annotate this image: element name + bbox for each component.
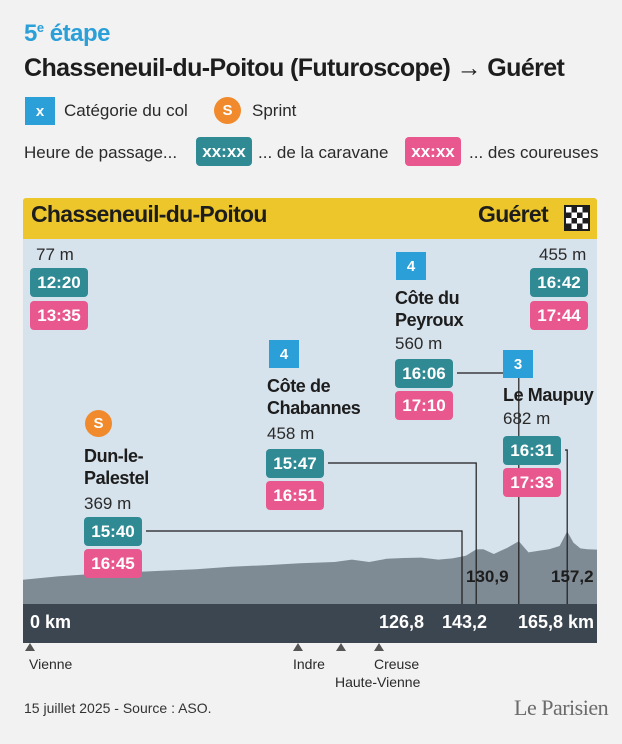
- route-title: Chasseneuil-du-Poitou (Futuroscope) → Gu…: [24, 54, 565, 82]
- maupuy-altitude: 682 m: [503, 409, 551, 428]
- start-km: 0 km: [30, 612, 72, 632]
- sprint-legend-label: Sprint: [252, 101, 297, 120]
- start-altitude: 77 m: [36, 245, 74, 264]
- peyroux-name: Côte du Peyroux: [395, 288, 464, 330]
- source-note: 15 juillet 2025 - Source : ASO.: [24, 700, 212, 716]
- dun-km: 126,8: [379, 612, 425, 632]
- dun-caravan-time: 15:40: [84, 517, 142, 546]
- peyroux-km: 143,2: [442, 612, 488, 632]
- dun-name: Dun-le- Palestel: [84, 446, 149, 488]
- category-legend-label: Catégorie du col: [64, 101, 188, 120]
- chabannes-caravan-time: 15:47: [266, 449, 324, 478]
- chabannes-riders-time: 16:51: [266, 481, 324, 510]
- finish-caravan-time: 16:42: [530, 268, 588, 297]
- sprint-legend-icon: S: [214, 97, 241, 124]
- riders-legend-label: ... des coureuses: [469, 143, 599, 162]
- dun-sprint-icon: S: [85, 410, 112, 437]
- start-town: Chasseneuil-du-Poitou: [31, 201, 267, 227]
- chabannes-km: 130,9: [466, 567, 509, 586]
- checkered-flag-icon: [564, 205, 590, 231]
- finish-km: 165,8 km: [518, 612, 595, 632]
- caravan-legend-label: ... de la caravane: [258, 143, 389, 162]
- bottom-bar: [23, 604, 597, 643]
- finish-town: Guéret: [478, 201, 549, 227]
- elevation-profile: [23, 531, 597, 604]
- region-vienne: Vienne: [29, 656, 73, 672]
- region-haute-vienne: Haute-Vienne: [335, 674, 421, 690]
- maupuy-riders-time: 17:33: [503, 468, 561, 497]
- start-caravan-time: 12:20: [30, 268, 88, 297]
- top-bar: [23, 198, 597, 239]
- leader-dun: [146, 530, 463, 604]
- dun-riders-time: 16:45: [84, 549, 142, 578]
- chabannes-altitude: 458 m: [267, 424, 315, 443]
- leader-maupuy: [565, 449, 568, 604]
- region-marker-creuse: [374, 643, 384, 651]
- category-legend-icon: x: [25, 97, 55, 125]
- maupuy-km: 157,2: [551, 567, 594, 586]
- region-creuse: Creuse: [374, 656, 420, 672]
- stage-number: 5e étape: [24, 20, 111, 47]
- leader-chabannes: [328, 462, 477, 604]
- caravan-legend-tag: xx:xx: [196, 137, 252, 166]
- maupuy-caravan-time: 16:31: [503, 436, 561, 465]
- finish-altitude: 455 m: [539, 245, 587, 264]
- chabannes-name: Côte de Chabannes: [267, 376, 361, 418]
- maupuy-category-icon: 3: [503, 350, 533, 378]
- region-marker-haute-vienne: [336, 643, 346, 651]
- region-marker-indre: [293, 643, 303, 651]
- start-riders-time: 13:35: [30, 301, 88, 330]
- publisher-logo: Le Parisien: [514, 695, 609, 720]
- maupuy-name: Le Maupuy: [503, 385, 594, 405]
- chabannes-category-icon: 4: [269, 340, 299, 368]
- peyroux-riders-time: 17:10: [395, 391, 453, 420]
- peyroux-altitude: 560 m: [395, 334, 443, 353]
- region-indre: Indre: [293, 656, 325, 672]
- peyroux-category-icon: 4: [396, 252, 426, 280]
- region-marker-vienne: [25, 643, 35, 651]
- stage-word: étape: [49, 20, 111, 47]
- finish-riders-time: 17:44: [530, 301, 588, 330]
- dun-altitude: 369 m: [84, 494, 132, 513]
- riders-legend-tag: xx:xx: [405, 137, 461, 166]
- passage-label: Heure de passage...: [24, 143, 178, 162]
- peyroux-caravan-time: 16:06: [395, 359, 453, 388]
